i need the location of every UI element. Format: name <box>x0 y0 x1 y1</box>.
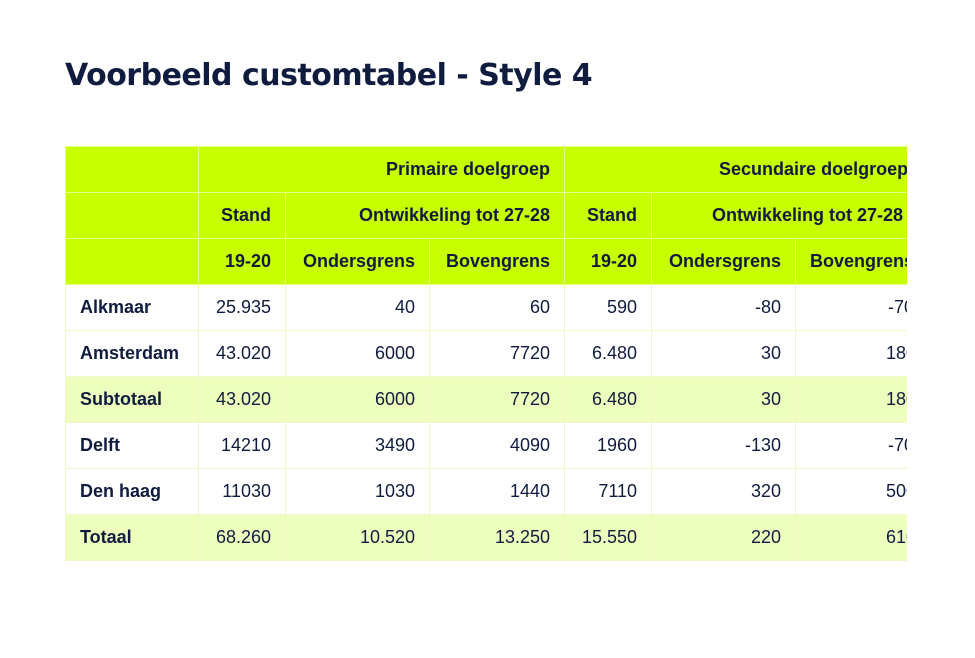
header-row-groups: Primaire doelgroep Secundaire doelgroep <box>65 146 907 193</box>
table-container[interactable]: Primaire doelgroep Secundaire doelgroep … <box>65 146 907 562</box>
header-stand-1: Stand <box>198 192 286 239</box>
table-row-subtotal: Subtotaal 43.020 6000 7720 6.480 30 180 <box>65 376 907 423</box>
table-cell: 3490 <box>285 422 430 469</box>
row-label: Alkmaar <box>65 284 199 331</box>
table-cell: 590 <box>564 284 653 331</box>
table-cell: 25.935 <box>198 284 286 331</box>
table-cell: 180 <box>795 376 907 423</box>
header-upper-bound-2: Bovengrens <box>795 238 907 285</box>
table-body: Alkmaar 25.935 40 60 590 -80 -70 Amsterd… <box>65 284 907 561</box>
table-cell: 6000 <box>285 330 430 377</box>
table-cell: 500 <box>795 468 907 515</box>
table-row-amsterdam: Amsterdam 43.020 6000 7720 6.480 30 180 <box>65 330 907 377</box>
table-cell: 6.480 <box>564 330 653 377</box>
table-cell: 43.020 <box>198 330 286 377</box>
table-cell: 13.250 <box>428 514 566 561</box>
table-cell: 1030 <box>285 468 430 515</box>
table-cell: 30 <box>651 376 797 423</box>
table-cell: 4090 <box>428 422 566 469</box>
table-cell: 1440 <box>428 468 566 515</box>
table-cell: 320 <box>651 468 797 515</box>
row-label: Subtotaal <box>65 376 199 423</box>
table-cell: 40 <box>285 284 430 331</box>
table-cell: 220 <box>651 514 797 561</box>
table-cell: 1960 <box>564 422 653 469</box>
table-header: Primaire doelgroep Secundaire doelgroep … <box>65 146 907 285</box>
table-cell: 7720 <box>428 330 566 377</box>
header-development-1: Ontwikkeling tot 27-28 <box>284 192 566 239</box>
row-label: Amsterdam <box>65 330 199 377</box>
table-cell: 60 <box>428 284 566 331</box>
table-cell: 180 <box>795 330 907 377</box>
row-label: Totaal <box>65 514 199 561</box>
header-empty-cell <box>65 238 199 285</box>
table-row-alkmaar: Alkmaar 25.935 40 60 590 -80 -70 <box>65 284 907 331</box>
table-cell: 7720 <box>428 376 566 423</box>
row-label: Den haag <box>65 468 199 515</box>
header-development-2: Ontwikkeling tot 27-28 <box>651 192 907 239</box>
header-year-2: 19-20 <box>564 238 653 285</box>
custom-table: Primaire doelgroep Secundaire doelgroep … <box>65 146 907 561</box>
table-cell: 43.020 <box>198 376 286 423</box>
table-cell: -130 <box>651 422 797 469</box>
table-row-delft: Delft 14210 3490 4090 1960 -130 -70 <box>65 422 907 469</box>
table-cell: 6000 <box>285 376 430 423</box>
header-row-subcolumns: 19-20 Ondersgrens Bovengrens 19-20 Onder… <box>65 238 907 285</box>
header-lower-bound-2: Ondersgrens <box>651 238 797 285</box>
table-cell: 15.550 <box>564 514 653 561</box>
table-cell: 14210 <box>198 422 286 469</box>
table-row-total: Totaal 68.260 10.520 13.250 15.550 220 6… <box>65 514 907 561</box>
table-cell: -70 <box>795 284 907 331</box>
header-stand-2: Stand <box>564 192 653 239</box>
header-group-primary: Primaire doelgroep <box>197 146 566 193</box>
header-row-categories: Stand Ontwikkeling tot 27-28 Stand Ontwi… <box>65 192 907 239</box>
page-title: Voorbeeld customtabel - Style 4 <box>65 58 593 93</box>
header-lower-bound-1: Ondersgrens <box>285 238 430 285</box>
table-cell: -80 <box>651 284 797 331</box>
table-cell: 10.520 <box>285 514 430 561</box>
header-empty-cell <box>65 146 199 193</box>
table-cell: 6.480 <box>564 376 653 423</box>
table-cell: 7110 <box>564 468 653 515</box>
table-cell: 30 <box>651 330 797 377</box>
header-upper-bound-1: Bovengrens <box>428 238 566 285</box>
table-cell: 11030 <box>198 468 286 515</box>
table-cell: 68.260 <box>198 514 286 561</box>
header-group-secondary: Secundaire doelgroep <box>564 146 907 193</box>
table-cell: 610 <box>795 514 907 561</box>
header-empty-cell <box>65 192 199 239</box>
header-year-1: 19-20 <box>198 238 286 285</box>
row-label: Delft <box>65 422 199 469</box>
table-row-den-haag: Den haag 11030 1030 1440 7110 320 500 <box>65 468 907 515</box>
table-cell: -70 <box>795 422 907 469</box>
